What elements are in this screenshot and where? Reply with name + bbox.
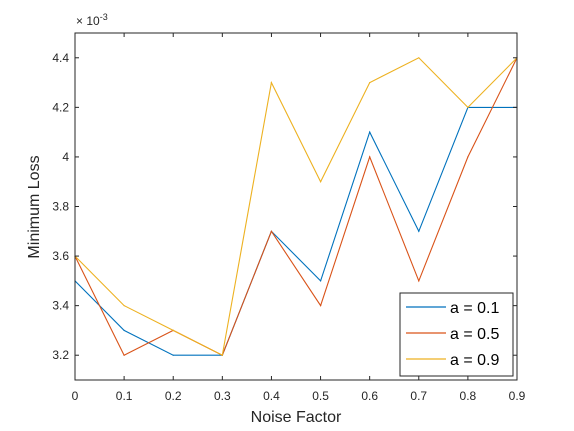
axis-exponent-power: -3: [100, 12, 108, 22]
y-tick-label: 3.6: [52, 249, 69, 263]
y-tick-label: 3.4: [52, 299, 69, 313]
legend: a = 0.1 a = 0.5 a = 0.9: [399, 292, 514, 377]
x-axis-label: Noise Factor: [251, 409, 342, 426]
data-point-s2-5: [320, 305, 322, 307]
x-tick-label: 0.2: [165, 389, 182, 403]
data-point-s3-7: [418, 57, 420, 59]
axis-exponent-label: × 10-3: [76, 12, 108, 28]
y-axis-label: Minimum Loss: [26, 155, 43, 258]
series-line-3: [74, 57, 518, 357]
data-point-s3-1: [123, 305, 125, 307]
x-tick-label: 0.5: [312, 389, 329, 403]
data-point-s1-6: [369, 131, 371, 133]
x-tick-label: 0.6: [361, 389, 378, 403]
x-tick-label: 0: [72, 389, 79, 403]
x-tick-label: 0.1: [116, 389, 133, 403]
x-tick-label: 0.3: [214, 389, 231, 403]
data-point-s3-2: [172, 329, 174, 331]
data-point-s2-1: [123, 354, 125, 356]
axes-box: [74, 32, 518, 381]
y-tick-label: 3.8: [52, 200, 69, 214]
data-point-s1-7: [418, 230, 420, 232]
data-point-s3-3: [221, 354, 223, 356]
series-layer: [74, 57, 518, 357]
y-tick-label: 4.2: [52, 100, 69, 114]
data-point-s1-5: [320, 280, 322, 282]
data-point-s2-6: [369, 156, 371, 158]
x-tick-label: 0.9: [509, 389, 526, 403]
data-point-s2-4: [270, 230, 272, 232]
data-point-s3-4: [270, 82, 272, 84]
x-tick-label: 0.7: [410, 389, 427, 403]
data-point-s3-5: [320, 181, 322, 183]
legend-label: a = 0.5: [450, 326, 499, 343]
legend-label: a = 0.9: [450, 352, 499, 369]
data-point-s1-2: [172, 354, 174, 356]
axis-exponent-base: × 10: [76, 14, 100, 28]
y-tick-label: 4: [62, 150, 69, 164]
ticks-layer: 0 0.1 0.2 0.3 0.4 0.5 0.6 0.7 0.8 0.9 3.2 3.4 3.6 3.8…: [52, 33, 526, 403]
x-tick-label: 0.4: [263, 389, 280, 403]
data-point-s2-8: [467, 156, 469, 158]
y-tick-label: 3.2: [52, 348, 69, 362]
data-point-s3-8: [467, 106, 469, 108]
y-tick-label: 4.4: [52, 51, 69, 65]
data-point-s3-6: [369, 82, 371, 84]
data-point-s2-7: [418, 280, 420, 282]
series-line-2: [74, 57, 518, 356]
x-tick-label: 0.8: [460, 389, 477, 403]
legend-label: a = 0.1: [450, 300, 499, 317]
data-point-s1-1: [123, 329, 125, 331]
